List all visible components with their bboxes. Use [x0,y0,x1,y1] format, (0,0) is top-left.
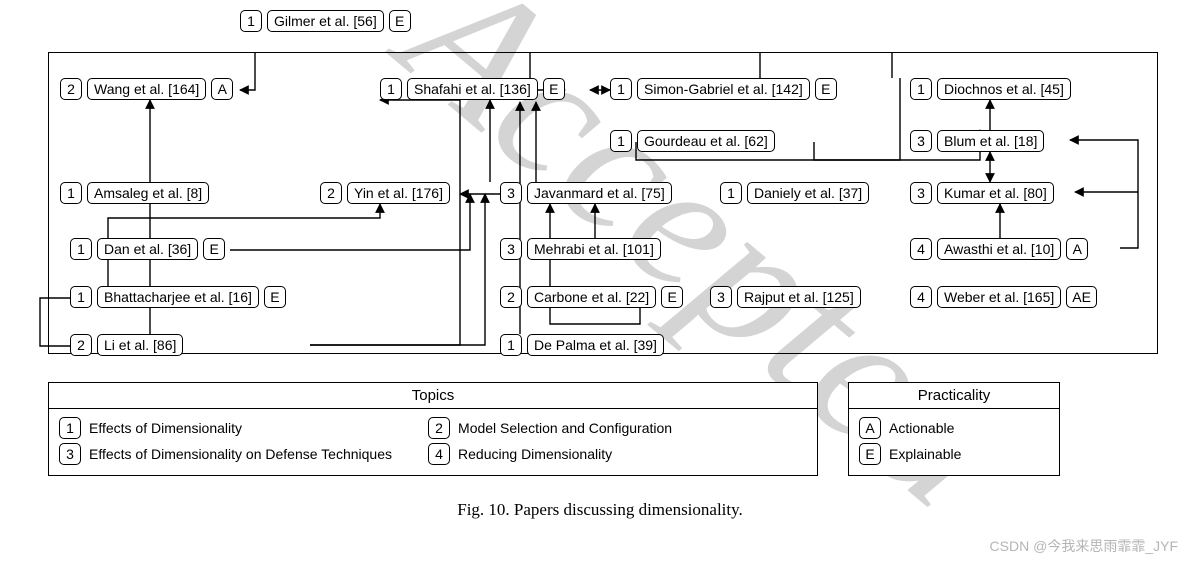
legend-topics-title: Topics [49,383,817,409]
topic-badge: 1 [70,286,92,308]
topic-badge: 2 [70,334,92,356]
paper-node-daniely: 1Daniely et al. [37] [720,182,869,204]
legend-label: Effects of Dimensionality on Defense Tec… [89,446,392,462]
topic-badge: 1 [70,238,92,260]
paper-label: Diochnos et al. [45] [937,78,1071,100]
practicality-badge: AE [1066,286,1097,308]
paper-label: Carbone et al. [22] [527,286,656,308]
legend-item: 3 Effects of Dimensionality on Defense Te… [59,441,418,467]
paper-node-gilmer: 1Gilmer et al. [56]E [240,10,411,32]
paper-node-weber: 4Weber et al. [165]AE [910,286,1097,308]
topic-badge: 2 [60,78,82,100]
paper-node-li: 2Li et al. [86] [70,334,183,356]
paper-label: Wang et al. [164] [87,78,206,100]
paper-label: Dan et al. [36] [97,238,198,260]
paper-label: Awasthi et al. [10] [937,238,1061,260]
practicality-badge: E [264,286,286,308]
topic-badge: 1 [240,10,262,32]
paper-node-awasthi: 4Awasthi et al. [10]A [910,238,1088,260]
topic-badge: 4 [910,238,932,260]
topic-badge: 1 [910,78,932,100]
topic-badge: 3 [910,130,932,152]
legend-item: E Explainable [859,441,1049,467]
paper-label: De Palma et al. [39] [527,334,664,356]
paper-node-blum: 3Blum et al. [18] [910,130,1044,152]
paper-node-depalma: 1De Palma et al. [39] [500,334,664,356]
legend-label: Actionable [889,420,954,436]
topic-badge: 1 [500,334,522,356]
paper-label: Simon-Gabriel et al. [142] [637,78,810,100]
paper-label: Amsaleg et al. [8] [87,182,209,204]
paper-label: Blum et al. [18] [937,130,1044,152]
practicality-badge: E [203,238,225,260]
paper-node-diochnos: 1Diochnos et al. [45] [910,78,1071,100]
legend-badge: 1 [59,417,81,439]
paper-label: Daniely et al. [37] [747,182,869,204]
paper-label: Mehrabi et al. [101] [527,238,661,260]
watermark-csdn: CSDN @今我来思雨霏霏_JYF [990,536,1178,556]
legend-label: Reducing Dimensionality [458,446,612,462]
topic-badge: 1 [60,182,82,204]
topic-badge: 3 [910,182,932,204]
practicality-badge: A [1066,238,1088,260]
paper-node-wang: 2Wang et al. [164]A [60,78,233,100]
topic-badge: 2 [320,182,342,204]
paper-label: Javanmard et al. [75] [527,182,672,204]
paper-node-dan: 1Dan et al. [36]E [70,238,225,260]
topic-badge: 1 [380,78,402,100]
paper-node-carbone: 2Carbone et al. [22]E [500,286,683,308]
topic-badge: 4 [910,286,932,308]
paper-label: Yin et al. [176] [347,182,450,204]
paper-node-amsaleg: 1Amsaleg et al. [8] [60,182,209,204]
paper-label: Gilmer et al. [56] [267,10,384,32]
legend-badge: E [859,443,881,465]
paper-node-bhatta: 1Bhattacharjee et al. [16]E [70,286,286,308]
legend-badge: A [859,417,881,439]
legend-item: 1 Effects of Dimensionality [59,415,418,441]
legend-topics: Topics 1 Effects of Dimensionality 2 Model … [48,382,818,476]
paper-node-shafahi: 1Shafahi et al. [136]E [380,78,565,100]
paper-label: Bhattacharjee et al. [16] [97,286,259,308]
topic-badge: 3 [500,238,522,260]
legend-badge: 3 [59,443,81,465]
paper-node-gourdeau: 1Gourdeau et al. [62] [610,130,775,152]
legend-item: A Actionable [859,415,1049,441]
paper-node-kumar: 3Kumar et al. [80] [910,182,1054,204]
paper-label: Gourdeau et al. [62] [637,130,775,152]
paper-node-simon: 1Simon-Gabriel et al. [142]E [610,78,837,100]
legend-badge: 4 [428,443,450,465]
topic-badge: 1 [610,78,632,100]
practicality-badge: A [211,78,233,100]
practicality-badge: E [543,78,565,100]
topic-badge: 3 [500,182,522,204]
topic-badge: 1 [610,130,632,152]
practicality-badge: E [389,10,411,32]
topic-badge: 1 [720,182,742,204]
paper-node-rajput: 3Rajput et al. [125] [710,286,861,308]
legend-badge: 2 [428,417,450,439]
legend-label: Effects of Dimensionality [89,420,242,436]
legend-practicality-title: Practicality [849,383,1059,409]
paper-label: Rajput et al. [125] [737,286,861,308]
paper-node-mehrabi: 3Mehrabi et al. [101] [500,238,661,260]
paper-label: Weber et al. [165] [937,286,1061,308]
paper-label: Kumar et al. [80] [937,182,1054,204]
legend-label: Model Selection and Configuration [458,420,672,436]
figure-caption: Fig. 10. Papers discussing dimensionalit… [30,500,1170,520]
topic-badge: 3 [710,286,732,308]
paper-label: Shafahi et al. [136] [407,78,538,100]
legend-item: 4 Reducing Dimensionality [428,441,787,467]
paper-node-javanmard: 3Javanmard et al. [75] [500,182,672,204]
topic-badge: 2 [500,286,522,308]
legend-practicality: Practicality A Actionable E Explainable [848,382,1060,476]
practicality-badge: E [815,78,837,100]
paper-label: Li et al. [86] [97,334,183,356]
legend-label: Explainable [889,446,961,462]
legend-item: 2 Model Selection and Configuration [428,415,787,441]
paper-node-yin: 2Yin et al. [176] [320,182,450,204]
practicality-badge: E [661,286,683,308]
